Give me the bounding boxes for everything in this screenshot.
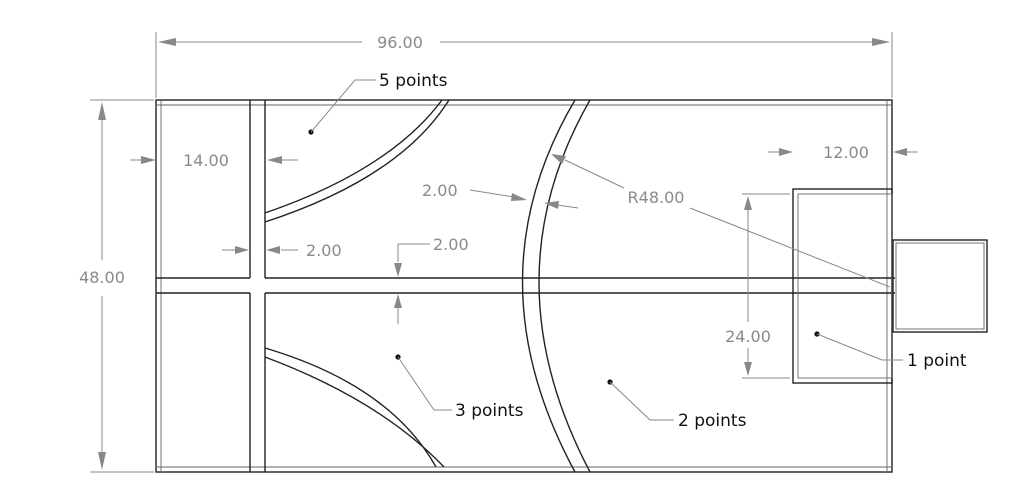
zone-label-3-points: 3 points: [395, 354, 524, 421]
board-outline: [155, 99, 893, 473]
lower-left-arc-wall: [264, 347, 445, 468]
dimension-wall-vertical: 2.00: [222, 241, 342, 260]
zone-3-points-text: 3 points: [455, 401, 524, 421]
zone-5-points-text: 5 points: [379, 71, 448, 91]
dimension-box-height: 24.00: [725, 193, 790, 379]
zone-label-5-points: 5 points: [308, 71, 448, 135]
dimension-overall-width: 96.00: [155, 32, 893, 98]
dimension-overall-width-text: 96.00: [377, 33, 423, 52]
dimension-box-offset: 12.00: [768, 143, 918, 162]
zone-label-1-point: 1 point: [814, 331, 967, 371]
dimension-wall-horizontal-text: 2.00: [433, 235, 469, 254]
dimension-left-offset: 14.00: [130, 151, 298, 170]
zone-1-point-text: 1 point: [907, 351, 967, 371]
dimension-box-height-text: 24.00: [725, 327, 771, 346]
dimension-radius: R48.00: [551, 154, 891, 288]
zone-2-points-text: 2 points: [678, 411, 747, 431]
upper-left-arc-wall: [264, 99, 450, 223]
dimension-arc-thickness: 2.00: [422, 181, 579, 209]
score-box: [792, 188, 893, 384]
dimension-overall-height-text: 48.00: [79, 268, 125, 287]
outer-square: [892, 239, 988, 333]
zone-label-2-points: 2 points: [607, 379, 747, 431]
dimension-wall-horizontal: 2.00: [394, 235, 469, 324]
dimension-overall-height: 48.00: [79, 99, 154, 473]
dimension-left-offset-text: 14.00: [183, 151, 229, 170]
dimension-radius-text: R48.00: [628, 188, 685, 207]
horizontal-divider-wall: [156, 277, 895, 294]
dimension-wall-vertical-text: 2.00: [306, 241, 342, 260]
vertical-divider-wall: [249, 100, 266, 472]
dimension-arc-thickness-text: 2.00: [422, 181, 458, 200]
large-arc-wall: [521, 99, 591, 473]
dimension-box-offset-text: 12.00: [823, 143, 869, 162]
